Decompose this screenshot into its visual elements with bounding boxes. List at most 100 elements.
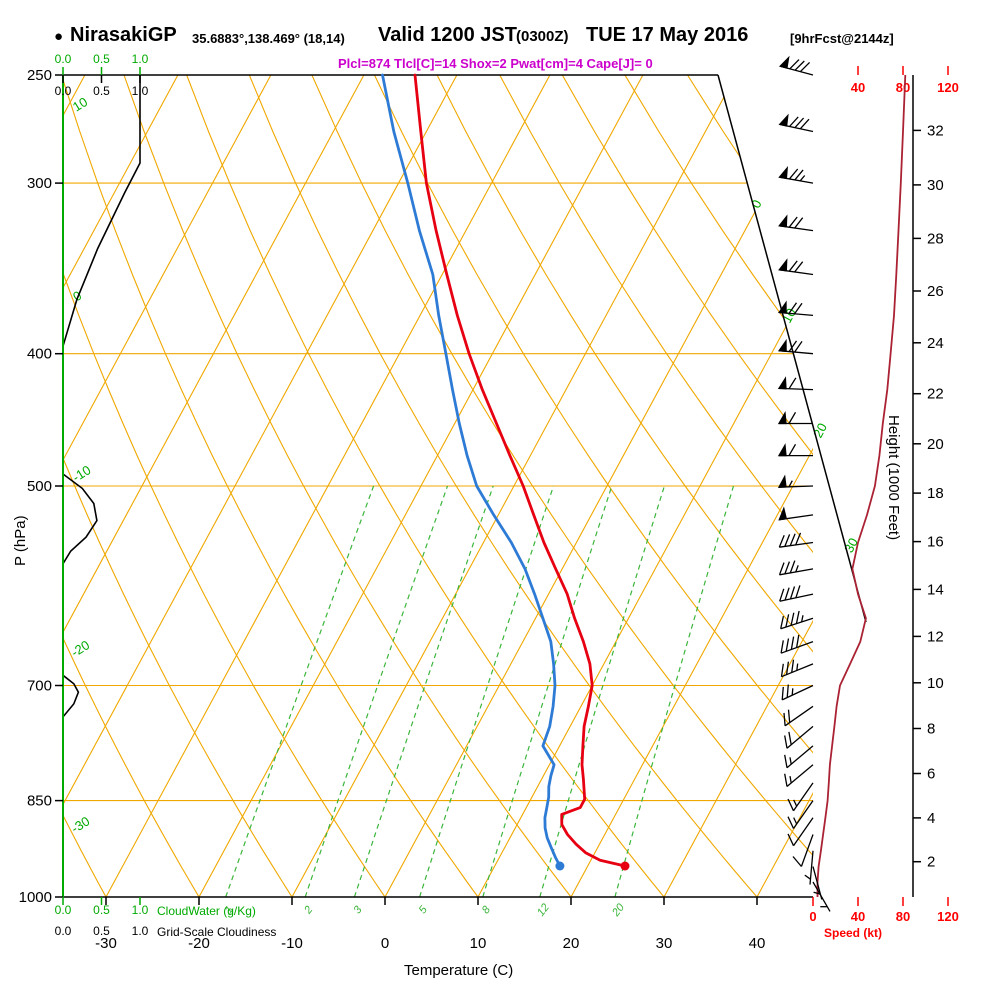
height-tick-label: 22 [927,386,944,403]
isotherm-line [291,75,737,897]
temperature-tick-label: -30 [95,935,117,952]
mixing-ratio-line [539,485,665,897]
wind-barb-full [781,686,784,700]
wind-barb [780,659,814,678]
cloudiness-axis-label: Grid-Scale Cloudiness [157,925,277,939]
height-tick-label: 14 [927,581,944,598]
wind-barb-full [785,638,790,652]
dry-adiabat-line [63,75,386,897]
mixing-ratio-line [304,485,449,897]
wind-barb-staff [800,834,814,867]
wind-barb [777,474,814,488]
dry-adiabat-line [63,75,107,897]
mixing-ratio-line [614,485,735,897]
wind-barb-half [813,891,821,895]
temperature-tick-label: 0 [381,935,389,952]
wind-barb-full [779,588,785,602]
wind-barb-full [785,661,790,675]
wind-barb [784,764,814,787]
mixing-ratio-label: 8 [480,903,494,916]
wind-barb-half [796,663,799,671]
temperature-tick-label: -20 [188,935,210,952]
pressure-tick-label: 300 [27,175,52,192]
wind-barb-full [788,168,799,180]
wind-barb [784,745,814,769]
wind-barb-full [799,118,810,130]
mixing-ratio-label: 3 [351,903,365,916]
mixing-ratio-label: 5 [417,903,431,916]
wind-barb-flag [778,55,790,69]
isotherm-line [63,75,179,897]
height-tick-label: 16 [927,534,944,551]
wind-barb-full [789,586,796,600]
dry-adiabat-line [624,75,813,897]
height-axis-label: Height (1000 Feet) [885,415,902,541]
wind-barb-full [788,340,798,352]
mixing-ratio-labels: 1 2 3 5 8 12 20 [223,901,628,920]
wind-barb [792,834,814,867]
pressure-tick-label: 850 [27,793,52,810]
wind-barb-full [789,59,800,70]
speed-tick-label-top: 40 [851,80,865,95]
station-coords: 35.6883°,138.469° (18,14) [192,31,345,46]
wind-barb [778,166,814,184]
wind-barb [780,634,814,654]
wind-barb-full [787,709,791,723]
wind-barb [804,850,814,885]
height-tick-label: 4 [927,810,935,827]
wind-barb-half [793,817,798,825]
wind-barb-full [794,117,805,129]
cloudwater-scale-label-top: 1.0 [132,52,149,66]
wind-barb-full [786,684,789,698]
speed-tick-label-top: 80 [896,80,910,95]
sounding-parameters: Plcl=874 Tlcl[C]=14 Shox=2 Pwat[cm]=4 Ca… [338,56,653,71]
dry-adiabat-line [63,75,200,897]
pressure-tick-label: 500 [27,478,52,495]
height-tick-label: 8 [927,721,935,738]
speed-tick-label-bottom: 120 [937,909,959,924]
isotherm-line [663,75,813,897]
mixing-ratio-lines [225,485,735,897]
valid-time: Valid 1200 JST [378,24,517,46]
background-grid [63,75,813,897]
wind-barb-half [804,874,811,880]
height-tick-label: 28 [927,230,944,247]
wind-barb-half [793,799,798,807]
surface-temperature-dot [620,861,630,871]
wind-barb [778,214,814,232]
wind-barb-full [792,856,802,867]
wind-barb [777,376,814,391]
cloudiness-scale-label-bottom: 1.0 [132,924,149,938]
wind-barb-full [789,560,796,574]
pressure-tick-label: 400 [27,346,52,363]
wind-barb-half [788,480,793,488]
wind-barb-half [795,565,799,573]
wind-barb-full [785,614,790,628]
wind-barb-full [795,610,800,624]
dry-adiabat-line [499,75,813,897]
wind-barb [812,866,823,900]
wind-barb [777,443,813,457]
wind-barb-full [788,302,798,314]
wind-barb [779,585,814,602]
surface-dewpoint-dot [555,861,565,871]
pressure-axis: 250 300 400 500 700 850 1000 [19,67,63,906]
dewpoint_c-curve [381,73,562,868]
cloudiness-scale-label-top: 0.5 [93,84,110,98]
isotherm-line [63,75,458,897]
cloudwater-axis-label: CloudWater (g/Kg) [157,904,256,918]
dry-adiabat-line [63,75,479,897]
mixing-ratio-line [225,485,375,897]
wind-barb-half [789,775,792,784]
speed-tick-label-top: 120 [937,80,959,95]
wind-barb [778,55,814,76]
wind-barb-half [789,757,792,765]
wind-barb-full [789,116,799,127]
speed-tick-label-bottom: 40 [851,909,865,924]
height-tick-label: 12 [927,628,944,645]
wind-barb [778,258,814,276]
wind-barb-full [787,833,795,846]
cloudiness-scale-label-bottom: 0.0 [55,924,72,938]
